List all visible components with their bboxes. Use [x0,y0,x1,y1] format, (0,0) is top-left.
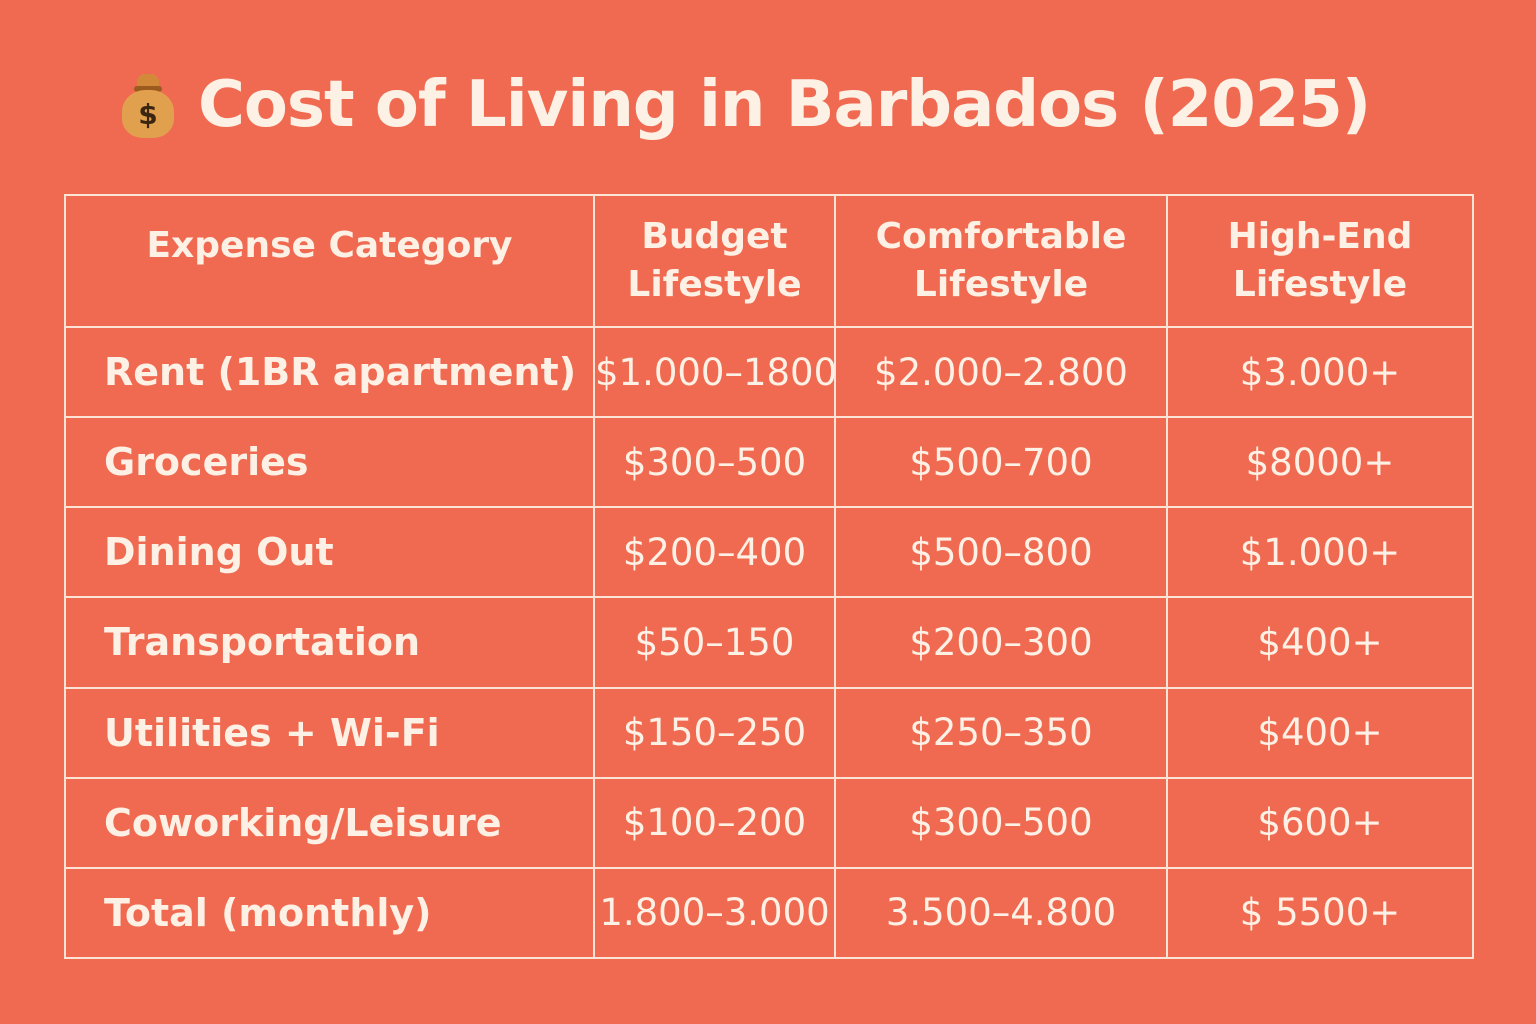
comfortable-cell: $2.000–2.800 [834,325,1168,419]
table-row: Coworking/Leisure $100–200 $300–500 $600… [64,776,1474,869]
category-cell: Coworking/Leisure [64,776,595,869]
budget-cell: 1.800–3.000 [593,866,836,960]
money-bag-tie [133,86,162,92]
header-high-end-lifestyle: High-End Lifestyle [1166,194,1474,328]
table-row: Dining Out $200–400 $500–800 $1.000+ [64,506,1474,599]
table-row: Groceries $300–500 $500–700 $8000+ [64,416,1474,509]
high-end-cell: $8000+ [1166,416,1474,509]
category-cell: Total (monthly) [64,866,595,960]
comfortable-cell: $250–350 [834,686,1168,779]
category-cell: Rent (1BR apartment) [64,325,595,419]
total-row: Total (monthly) 1.800–3.000 3.500–4.800 … [64,866,1474,960]
budget-cell: $300–500 [593,416,836,509]
table-row: Rent (1BR apartment) $1.000–1800 $2.000–… [64,325,1474,419]
comfortable-cell: 3.500–4.800 [834,866,1168,960]
comfortable-cell: $500–700 [834,416,1168,509]
high-end-cell: $400+ [1166,686,1474,779]
money-bag-neck [136,74,159,88]
comfortable-cell: $200–300 [834,596,1168,689]
comfortable-cell: $500–800 [834,506,1168,599]
table-row: Utilities + Wi-Fi $150–250 $250–350 $400… [64,686,1474,779]
header-expense-category: Expense Category [64,194,595,328]
budget-cell: $50–150 [593,596,836,689]
budget-cell: $100–200 [593,776,836,869]
category-cell: Transportation [64,596,595,689]
comfortable-cell: $300–500 [834,776,1168,869]
dollar-sign-glyph: $ [138,97,158,131]
table-header-row: Expense Category Budget Lifestyle Comfort… [64,194,1474,328]
high-end-cell: $600+ [1166,776,1474,869]
budget-cell: $200–400 [593,506,836,599]
high-end-cell: $3.000+ [1166,325,1474,419]
cost-table: Expense Category Budget Lifestyle Comfort… [64,194,1474,960]
category-cell: Dining Out [64,506,595,599]
header-comfortable-lifestyle: Comfortable Lifestyle [834,194,1168,328]
budget-cell: $150–250 [593,686,836,779]
page-title: Cost of Living in Barbados (2025) [197,68,1371,142]
category-cell: Groceries [64,416,595,509]
high-end-cell: $1.000+ [1166,506,1474,599]
category-cell: Utilities + Wi-Fi [64,686,595,779]
high-end-cell: $ 5500+ [1166,866,1474,960]
title-bar: $ Cost of Living in Barbados (2025) [0,68,1490,142]
budget-cell: $1.000–1800 [593,325,837,419]
high-end-cell: $400+ [1166,596,1474,689]
table-row: Transportation $50–150 $200–300 $400+ [64,596,1474,689]
header-budget-lifestyle: Budget Lifestyle [593,194,836,328]
money-bag-body: $ [121,90,174,138]
money-bag-icon: $ [120,70,176,140]
